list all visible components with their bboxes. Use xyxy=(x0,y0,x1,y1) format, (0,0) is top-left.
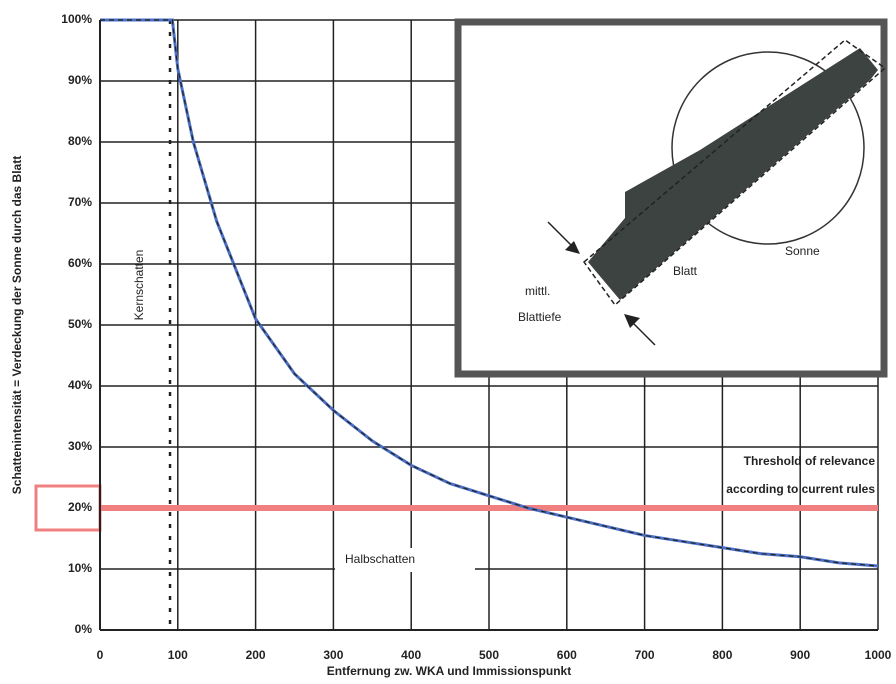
y-tick-label: 80% xyxy=(68,134,92,148)
y-tick-label: 30% xyxy=(68,439,92,453)
x-axis-label: Entfernung zw. WKA und Immissionspunkt xyxy=(327,664,571,678)
halbschatten-label: Halbschatten xyxy=(345,552,415,566)
x-tick-label: 200 xyxy=(246,648,266,662)
x-tick-label: 700 xyxy=(635,648,655,662)
y-tick-label: 60% xyxy=(68,256,92,270)
y-tick-label: 70% xyxy=(68,195,92,209)
y-tick-label: 10% xyxy=(68,561,92,575)
threshold-label: Threshold of relevance xyxy=(744,454,876,468)
sun-label: Sonne xyxy=(785,244,820,258)
x-tick-label: 100 xyxy=(168,648,188,662)
y-tick-label: 0% xyxy=(75,622,93,636)
chart: Sonne Blatt mittl. Blattiefe 0% 10% 20% 30%… xyxy=(0,0,896,679)
x-tick-label: 600 xyxy=(557,648,577,662)
y-tick-label: 40% xyxy=(68,378,92,392)
x-tick-label: 900 xyxy=(790,648,810,662)
y-tick-label: 90% xyxy=(68,73,92,87)
x-tick-label: 300 xyxy=(323,648,343,662)
x-tick-label: 1000 xyxy=(865,648,892,662)
x-tick-label: 0 xyxy=(97,648,104,662)
y-tick-label: 50% xyxy=(68,317,92,331)
kernschatten-label: Kernschatten xyxy=(132,250,146,321)
threshold-label: according to current rules xyxy=(726,482,875,496)
x-tick-label: 800 xyxy=(712,648,732,662)
y-axis-label: Schattenintensität = Verdeckung der Sonn… xyxy=(10,156,24,494)
depth-label: mittl. xyxy=(525,284,550,298)
x-tick-label: 400 xyxy=(401,648,421,662)
y-tick-label: 100% xyxy=(61,12,92,26)
y-tick-label: 20% xyxy=(68,500,92,514)
inset: Sonne Blatt mittl. Blattiefe xyxy=(458,22,885,374)
blade-label: Blatt xyxy=(673,264,698,278)
depth-label: Blattiefe xyxy=(518,310,562,324)
x-tick-label: 500 xyxy=(479,648,499,662)
